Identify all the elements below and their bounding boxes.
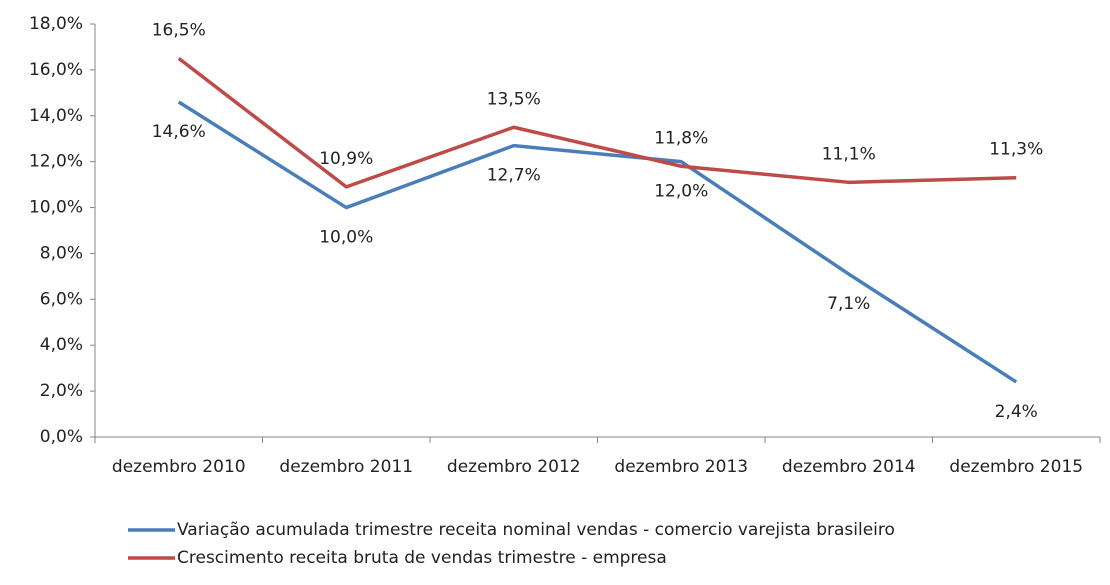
y-tick-label: 2,0%: [40, 381, 83, 401]
y-tick-label: 12,0%: [29, 152, 83, 172]
y-tick-label: 16,0%: [29, 60, 83, 80]
y-tick-label: 18,0%: [29, 14, 83, 34]
legend-label: Crescimento receita bruta de vendas trim…: [177, 548, 667, 568]
data-label: 10,9%: [319, 149, 373, 169]
data-label: 12,0%: [654, 182, 708, 202]
data-label: 2,4%: [995, 402, 1038, 422]
y-tick-label: 6,0%: [40, 289, 83, 309]
series-line: [177, 57, 1017, 189]
data-label: 12,7%: [487, 166, 541, 186]
y-tick-label: 14,0%: [29, 106, 83, 126]
y-tick-label: 0,0%: [40, 427, 83, 447]
x-tick-label: dezembro 2011: [279, 457, 413, 477]
y-tick-label: 8,0%: [40, 243, 83, 263]
x-tick-label: dezembro 2014: [782, 457, 916, 477]
data-label: 11,8%: [654, 128, 708, 148]
data-label: 11,3%: [989, 140, 1043, 160]
y-tick-label: 10,0%: [29, 198, 83, 218]
data-label: 10,0%: [319, 228, 373, 248]
data-label: 13,5%: [487, 89, 541, 109]
legend-label: Variação acumulada trimestre receita nom…: [177, 520, 895, 540]
data-label: 11,1%: [822, 144, 876, 164]
x-tick-label: dezembro 2012: [447, 457, 581, 477]
data-label: 16,5%: [152, 20, 206, 40]
x-tick-label: dezembro 2010: [112, 457, 246, 477]
series-line: [177, 100, 1018, 384]
x-tick-label: dezembro 2013: [614, 457, 748, 477]
x-tick-label: dezembro 2015: [949, 457, 1083, 477]
y-tick-label: 4,0%: [40, 335, 83, 355]
data-label: 14,6%: [152, 122, 206, 142]
data-label: 7,1%: [827, 294, 870, 314]
